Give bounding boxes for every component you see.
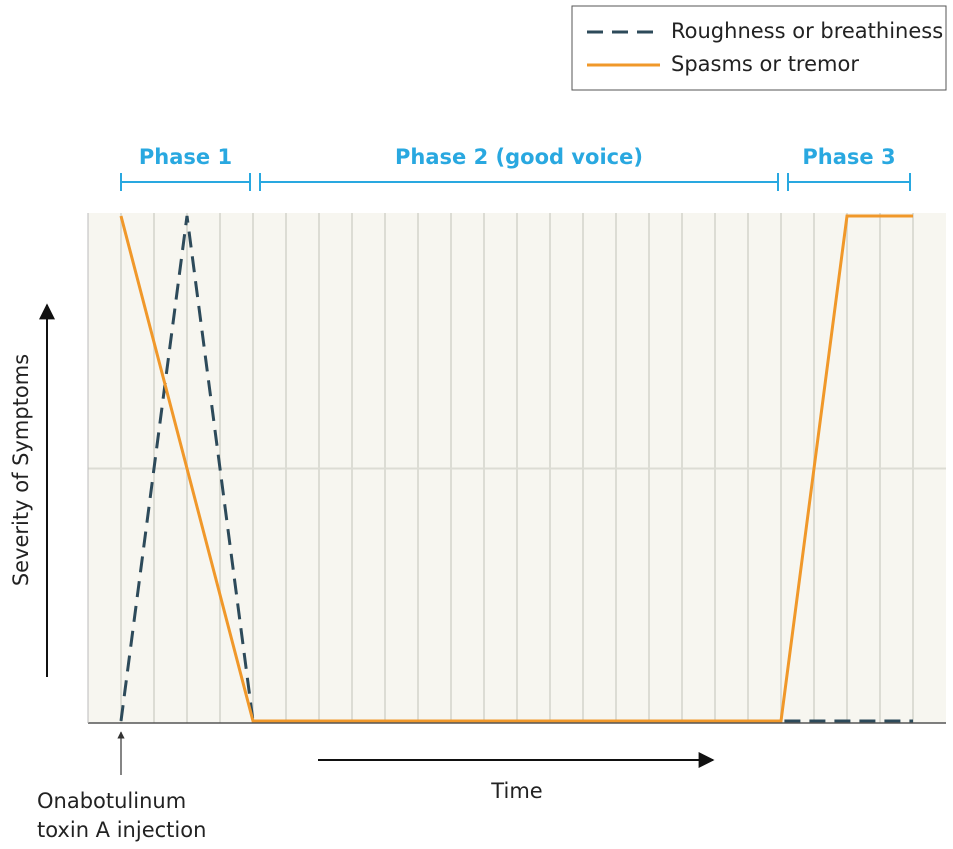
legend-label: Spasms or tremor xyxy=(671,52,859,76)
phase-label: Phase 3 xyxy=(802,145,895,169)
y-axis-label: Severity of Symptoms xyxy=(9,354,33,586)
annotation-text: toxin A injection xyxy=(37,818,206,842)
legend-box xyxy=(571,5,947,91)
phase-label: Phase 2 (good voice) xyxy=(395,145,643,169)
annotation-text: Onabotulinum xyxy=(37,789,186,813)
series-line xyxy=(119,215,913,723)
x-axis-label: Time xyxy=(490,779,542,803)
legend-label: Roughness or breathiness xyxy=(671,19,943,43)
series-line xyxy=(119,214,913,723)
phase-label: Phase 1 xyxy=(139,145,232,169)
